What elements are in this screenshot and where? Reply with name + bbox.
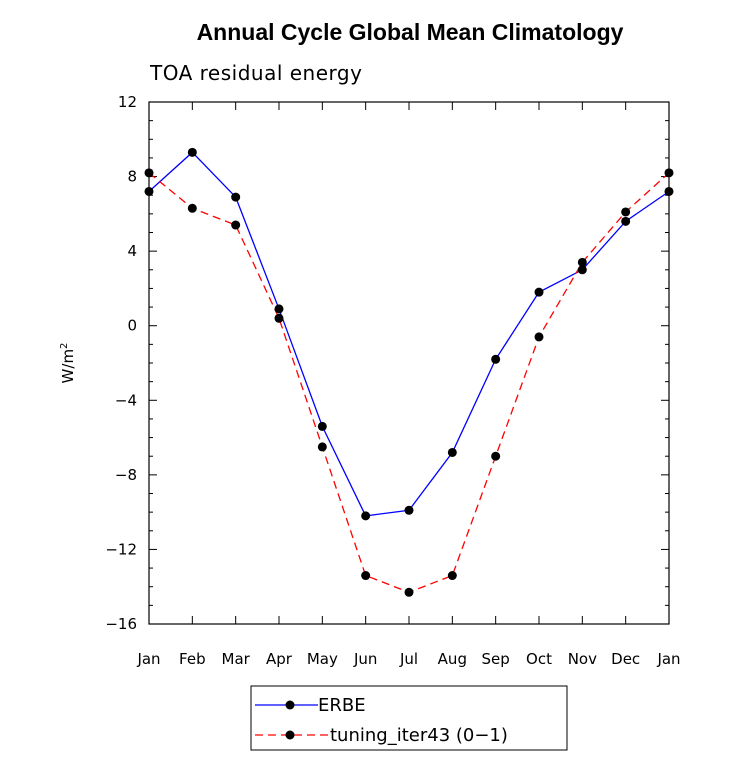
series-1-point [621, 207, 631, 217]
series-1-point [317, 442, 327, 452]
x-axis-ticks: Jan Feb Mar Apr May Jun Jul Aug Sep Oct Nov Dec Jan [136, 102, 681, 668]
x-tick-label: Mar [222, 650, 251, 668]
x-tick-label: May [307, 650, 338, 668]
series-layer [144, 147, 674, 597]
legend-marker-tuning [285, 730, 295, 740]
x-tick-label: Jan [656, 650, 680, 668]
y-tick-label: 12 [118, 93, 137, 111]
x-tick-label: Feb [179, 650, 206, 668]
x-tick-label: Jul [399, 650, 418, 668]
series-0-point [621, 216, 631, 226]
y-axis-label: W/m2 [59, 343, 77, 384]
y-axis-label-superscript: 2 [59, 343, 70, 349]
x-tick-label: Jun [353, 650, 377, 668]
x-tick-label: Sep [482, 650, 510, 668]
series-0-point [577, 265, 587, 275]
legend-marker-erbe [285, 700, 295, 710]
series-0-point [491, 354, 501, 364]
y-tick-label: −16 [105, 615, 137, 633]
legend-label-tuning: tuning_iter43 (0−1) [330, 725, 508, 746]
y-axis-ticks: 12 8 4 0 −4 −8 −12 −16 [105, 93, 669, 633]
series-1-point [404, 587, 414, 597]
y-tick-label: −4 [115, 391, 137, 409]
series-0-point [317, 421, 327, 431]
series-1-point [187, 203, 197, 213]
series-0-point [231, 192, 241, 202]
x-tick-label: Jan [136, 650, 160, 668]
series-0-point [361, 511, 371, 521]
series-1-point [577, 257, 587, 267]
series-0-point [274, 304, 284, 314]
series-0-point [664, 186, 674, 196]
series-1-point [144, 168, 154, 178]
series-1-point [274, 313, 284, 323]
x-tick-label: Aug [438, 650, 467, 668]
series-line-1 [148, 172, 670, 594]
series-1-point [447, 571, 457, 581]
series-0-point [447, 447, 457, 457]
series-0-point [144, 186, 154, 196]
chart-subtitle: TOA residual energy [149, 61, 362, 85]
series-1-point [361, 571, 371, 581]
series-0-point [404, 505, 414, 515]
series-0-point [187, 147, 197, 157]
x-tick-label: Oct [526, 650, 552, 668]
y-tick-label: 8 [127, 168, 137, 186]
y-axis-label-text: W/m [59, 349, 77, 384]
series-1-point [534, 332, 544, 342]
series-1-point [231, 220, 241, 230]
x-tick-label: Dec [611, 650, 640, 668]
y-tick-label: 4 [127, 242, 137, 260]
series-0-point [534, 287, 544, 297]
x-tick-label: Nov [568, 650, 597, 668]
legend: ERBE tuning_iter43 (0−1) [250, 685, 568, 751]
x-tick-label: Apr [266, 650, 293, 668]
chart-title: Annual Cycle Global Mean Climatology [197, 19, 624, 45]
series-1-point [664, 168, 674, 178]
legend-box [250, 685, 568, 751]
legend-label-erbe: ERBE [318, 695, 366, 716]
y-tick-label: 0 [127, 317, 137, 335]
plot-frame [148, 101, 670, 625]
y-tick-label: −12 [105, 540, 137, 558]
series-1-point [491, 451, 501, 461]
series-line-0 [148, 151, 670, 517]
y-tick-label: −8 [115, 466, 137, 484]
